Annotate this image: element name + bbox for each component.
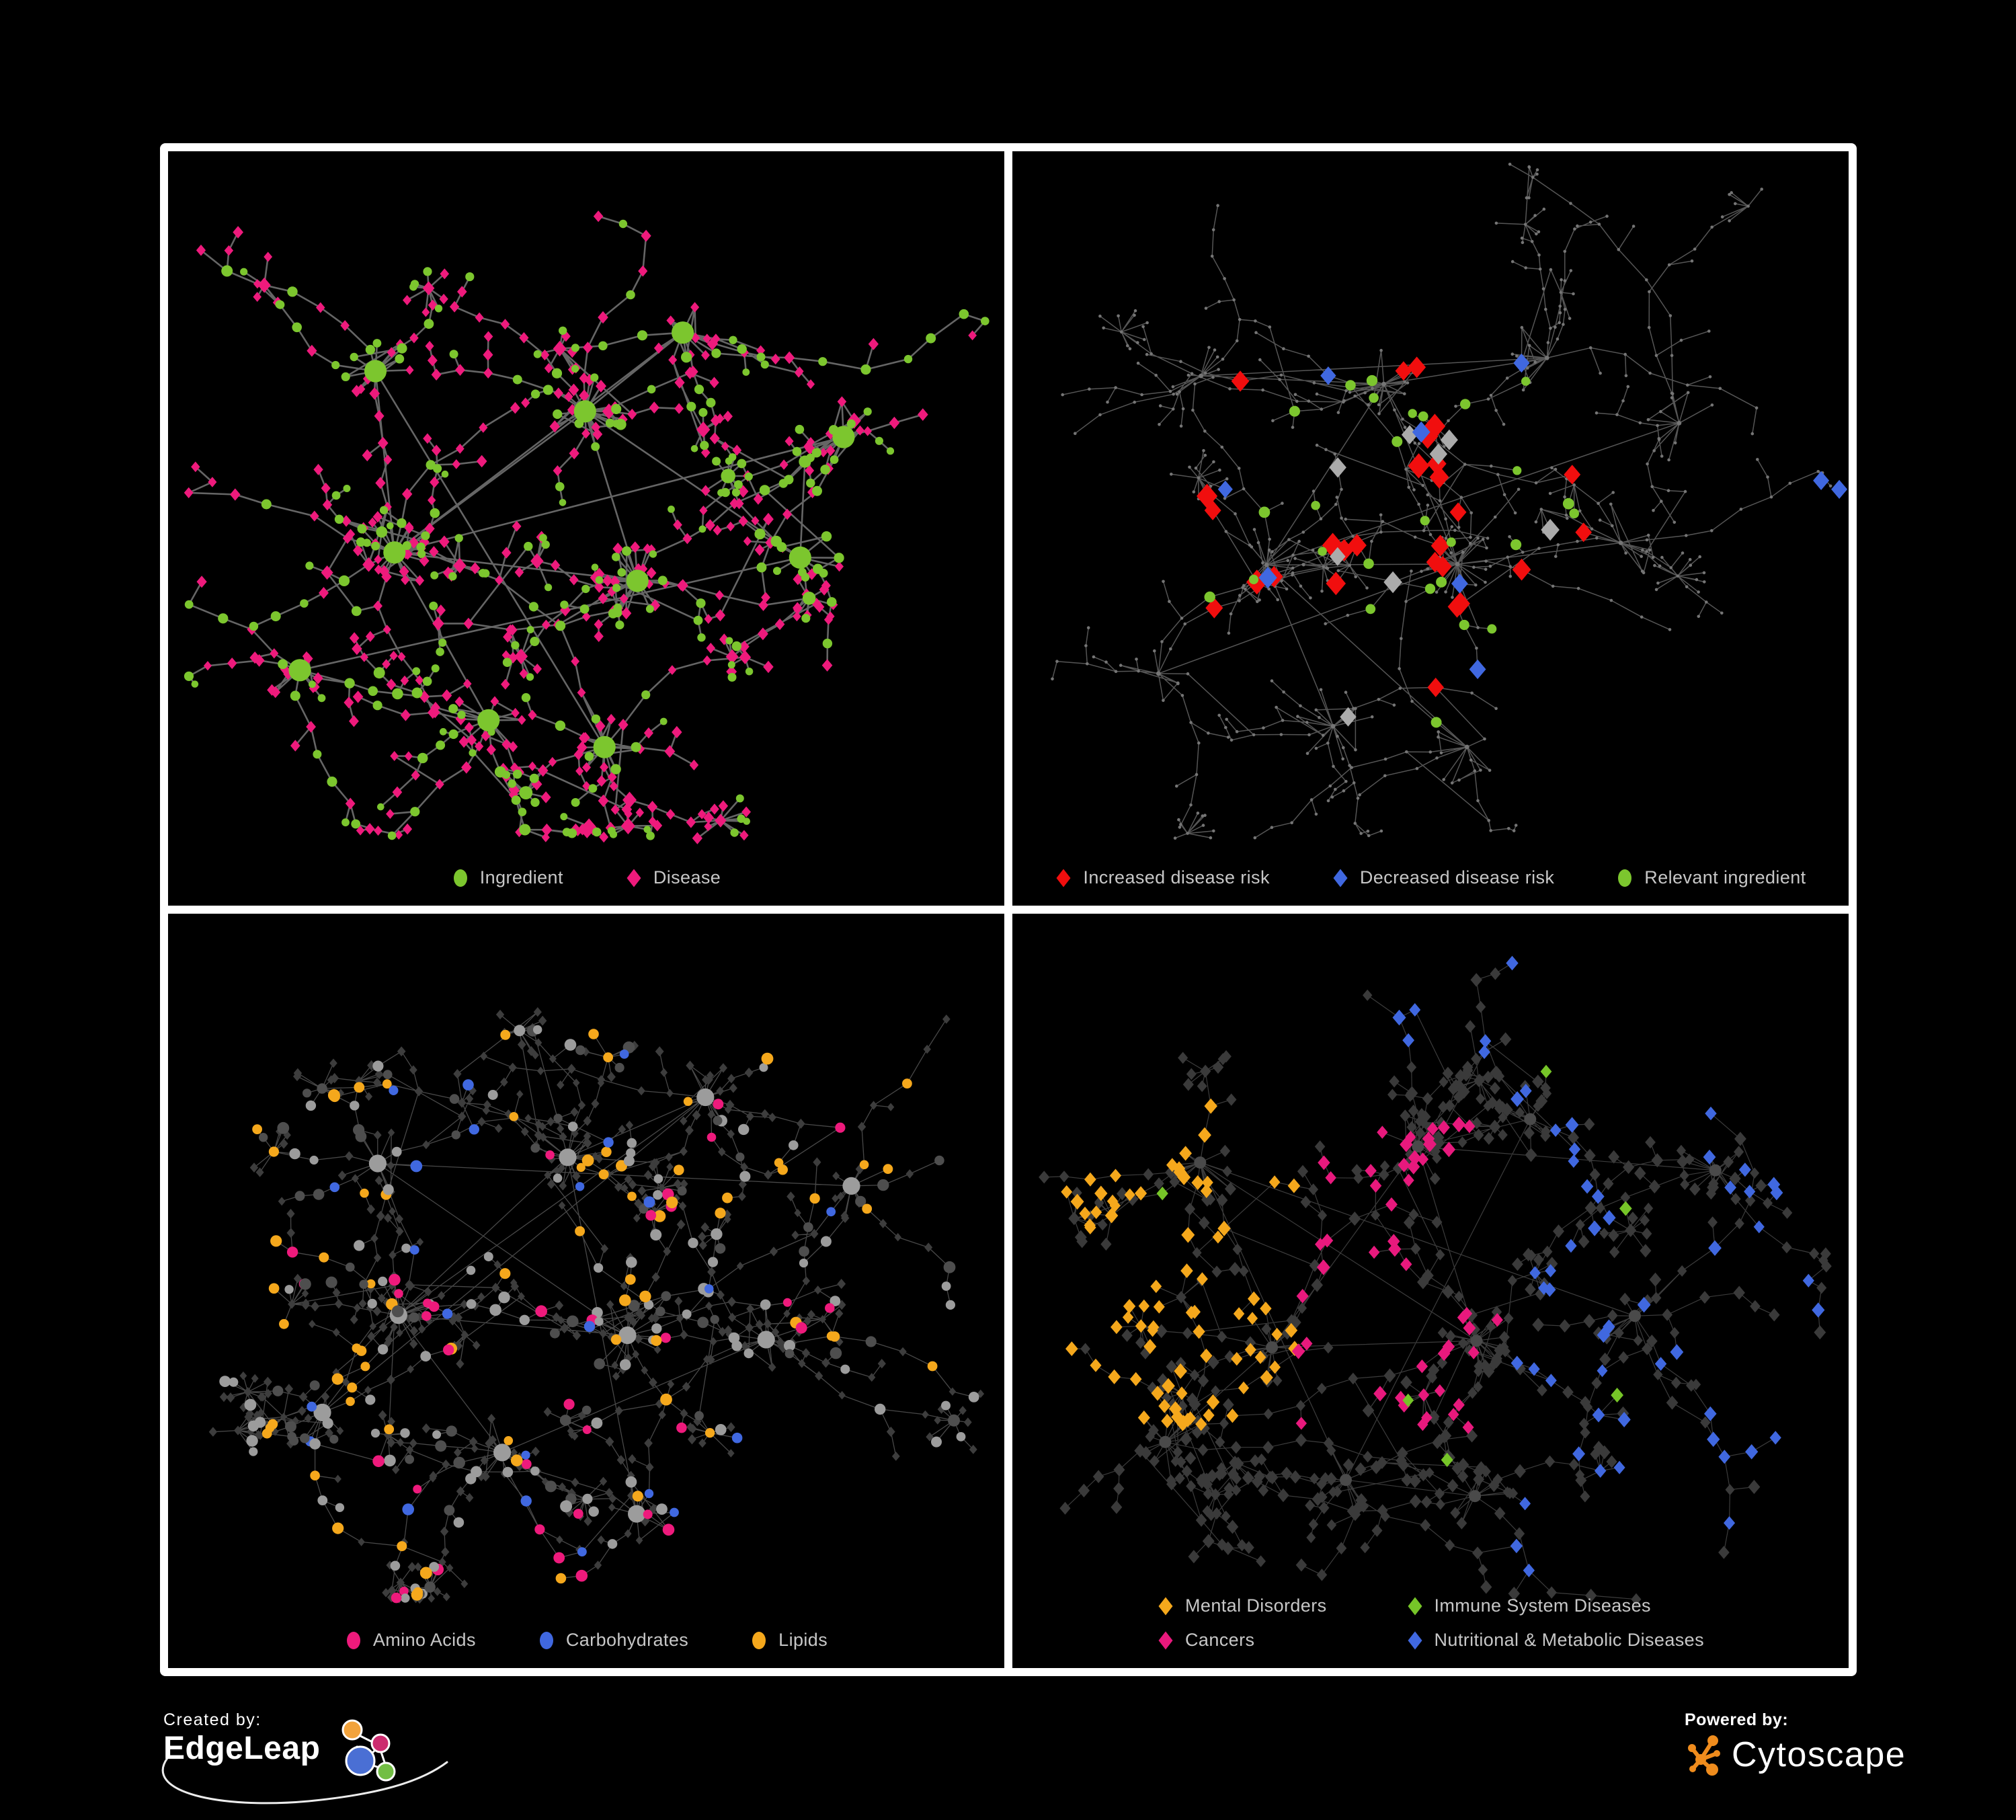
legend-label: Increased disease risk bbox=[1083, 867, 1270, 887]
legend-marker-diamond bbox=[1158, 1631, 1173, 1649]
legend-disease-category: Mental Disorders Immune System Diseases Ca… bbox=[1012, 1595, 1849, 1651]
legend-item: Immune System Diseases bbox=[1406, 1595, 1704, 1616]
legend-ingredient-disease: Ingredient Disease bbox=[168, 867, 1004, 888]
network-edges bbox=[188, 215, 986, 840]
edgeleap-logo-magenta-node bbox=[370, 1733, 391, 1753]
network-highlight-nodes bbox=[219, 1025, 979, 1604]
cytoscape-wordmark: Cytoscape bbox=[1732, 1735, 1906, 1774]
network-edges bbox=[1051, 163, 1831, 839]
legend-label: Nutritional & Metabolic Diseases bbox=[1434, 1630, 1704, 1650]
legend-marker-diamond bbox=[1056, 869, 1071, 887]
edgeleap-logo bbox=[341, 1719, 396, 1782]
panel-disease-risk: Increased disease risk Decreased disease … bbox=[1012, 151, 1849, 906]
legend-label: Ingredient bbox=[479, 867, 563, 887]
legend-label: Amino Acids bbox=[372, 1630, 476, 1650]
legend-marker-ellipse bbox=[752, 1631, 766, 1649]
cytoscape-logo bbox=[1688, 1735, 1720, 1776]
legend-label: Disease bbox=[653, 867, 721, 887]
legend-marker-ellipse bbox=[453, 869, 467, 887]
legend-marker-diamond bbox=[1408, 1597, 1422, 1615]
legend-marker-ellipse bbox=[346, 1631, 360, 1649]
legend-marker-ellipse bbox=[1618, 869, 1632, 887]
network-highlight-nodes bbox=[1197, 353, 1848, 728]
legend-item: Disease bbox=[625, 867, 721, 888]
legend-item: Cancers bbox=[1157, 1630, 1326, 1651]
network-edges bbox=[1043, 962, 1827, 1600]
cytoscape-brand-row: Cytoscape bbox=[1685, 1734, 1906, 1776]
created-by-label: Created by: bbox=[163, 1710, 261, 1729]
edgeleap-logo-orange-node bbox=[341, 1719, 363, 1741]
legend-item: Mental Disorders bbox=[1157, 1595, 1326, 1616]
edgeleap-brand-row: EdgeLeap bbox=[161, 1719, 448, 1805]
legend-marker-diamond bbox=[1158, 1597, 1173, 1615]
legend-item: Ingredient bbox=[452, 867, 563, 888]
edgeleap-wordmark: EdgeLeap bbox=[163, 1731, 321, 1766]
legend-item: Relevant ingredient bbox=[1616, 867, 1806, 888]
legend-item: Nutritional & Metabolic Diseases bbox=[1406, 1630, 1704, 1651]
legend-item: Amino Acids bbox=[345, 1630, 476, 1651]
legend-label: Decreased disease risk bbox=[1359, 867, 1555, 887]
panel-disease-category: Mental Disorders Immune System Diseases Ca… bbox=[1012, 914, 1849, 1668]
network-base-nodes bbox=[184, 210, 977, 844]
network-highlight-nodes bbox=[184, 219, 990, 840]
panel-nutrient-class: Amino Acids Carbohydrates Lipids bbox=[168, 914, 1004, 1668]
panel-ingredient-disease: Ingredient Disease bbox=[168, 151, 1004, 906]
disease-category-network bbox=[1039, 955, 1832, 1606]
legend-item: Carbohydrates bbox=[538, 1630, 688, 1651]
legend-label: Lipids bbox=[778, 1630, 828, 1650]
ingredient-disease-network bbox=[184, 210, 990, 844]
nutrient-class-network bbox=[208, 1007, 985, 1604]
powered-by-label: Powered by: bbox=[1685, 1710, 1789, 1729]
legend-item: Lipids bbox=[750, 1630, 828, 1651]
legend-label: Immune System Diseases bbox=[1434, 1595, 1651, 1616]
powered-by-block: Powered by: Cytoscape bbox=[1685, 1710, 1906, 1776]
legend-label: Relevant ingredient bbox=[1644, 867, 1806, 887]
legend-marker-diamond bbox=[1408, 1631, 1422, 1649]
legend-disease-risk: Increased disease risk Decreased disease … bbox=[1012, 867, 1849, 888]
disease-risk-network bbox=[1051, 163, 1848, 840]
legend-nutrient-class: Amino Acids Carbohydrates Lipids bbox=[168, 1630, 1004, 1651]
legend-item: Decreased disease risk bbox=[1332, 867, 1554, 888]
edgeleap-logo-green-node bbox=[376, 1762, 396, 1782]
legend-marker-diamond bbox=[627, 869, 641, 887]
legend-marker-diamond bbox=[1333, 869, 1348, 887]
legend-label: Carbohydrates bbox=[565, 1630, 689, 1650]
legend-label: Cancers bbox=[1185, 1630, 1255, 1650]
panel-grid: Ingredient Disease Increased disease risk… bbox=[160, 143, 1857, 1676]
legend-label: Mental Disorders bbox=[1185, 1595, 1327, 1616]
network-highlight-nodes bbox=[1061, 955, 1825, 1577]
legend-marker-ellipse bbox=[539, 1631, 553, 1649]
legend-item: Increased disease risk bbox=[1055, 867, 1269, 888]
edgeleap-logo-blue-node bbox=[345, 1745, 376, 1776]
created-by-block: Created by: EdgeLeap bbox=[161, 1710, 448, 1805]
